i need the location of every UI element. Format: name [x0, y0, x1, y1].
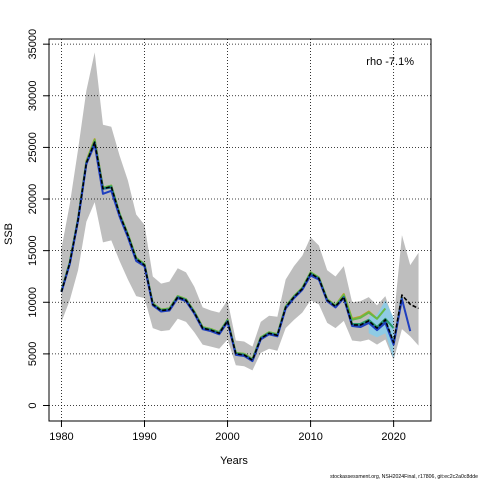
footer-credit: stockassessment.org, NSH2024Final, r1780… [330, 474, 478, 480]
y-tick-label: 15000 [27, 235, 39, 266]
y-axis-label: SSB [3, 223, 15, 245]
rho-annotation: rho -7.1% [366, 56, 414, 68]
y-tick-label: 5000 [27, 342, 39, 366]
y-tick-label: 10000 [27, 287, 39, 318]
x-axis-label: Years [220, 455, 248, 467]
grid-layer [49, 39, 431, 421]
plot-frame [48, 38, 432, 422]
x-tick-label: 2020 [381, 431, 405, 443]
x-tick-label: 2000 [215, 431, 239, 443]
x-tick-label: 1980 [49, 431, 73, 443]
y-tick-label: 20000 [27, 184, 39, 215]
axes-layer: 1980 1990 2000 2010 2020 0 5000 10000 15000 20000… [27, 29, 406, 443]
y-tick-label: 25000 [27, 132, 39, 163]
final-assessment-line [60, 141, 419, 361]
y-tick-label: 0 [27, 402, 39, 408]
y-tick-label: 35000 [27, 29, 39, 60]
series-lines-layer [60, 138, 419, 363]
x-tick-label: 1990 [132, 431, 156, 443]
x-tick-label: 2010 [298, 431, 322, 443]
retro-confidence-band [368, 300, 394, 360]
y-tick-label: 30000 [27, 80, 39, 111]
